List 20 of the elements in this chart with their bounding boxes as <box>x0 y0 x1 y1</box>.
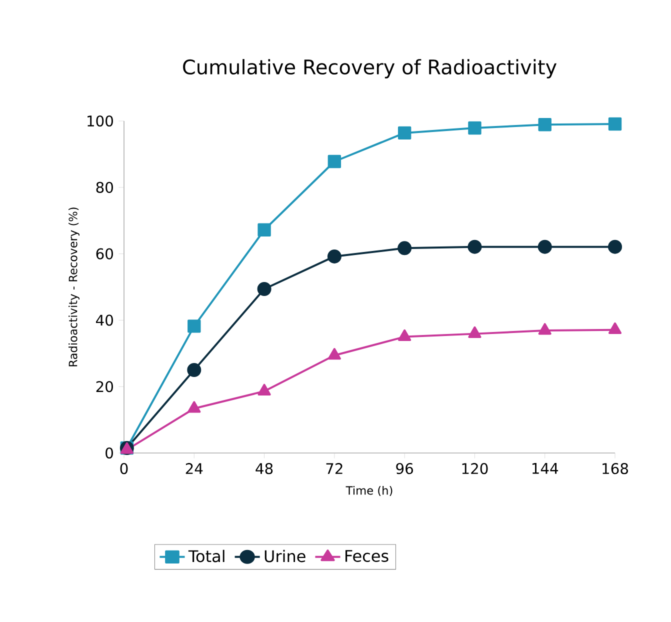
y-tick-label: 80 <box>96 182 113 193</box>
y-tick-label: 20 <box>96 381 113 392</box>
y-tick-label: 40 <box>96 314 113 326</box>
x-tick-label: 48 <box>256 463 273 474</box>
x-tick-label: 24 <box>186 463 203 474</box>
legend-label: Urine <box>264 550 306 562</box>
y-tick-label: 60 <box>96 248 113 260</box>
x-tick-label: 168 <box>602 463 628 474</box>
x-tick-label: 0 <box>120 463 128 474</box>
y-tick-label: 100 <box>88 115 113 127</box>
x-tick-label: 96 <box>396 463 413 474</box>
x-tick-label: 120 <box>462 463 488 474</box>
legend-label: Total <box>188 550 224 562</box>
legend-label: Feces <box>345 550 388 562</box>
x-tick-label: 144 <box>532 463 558 474</box>
chart-title: Cumulative Recovery of Radioactivity <box>183 59 557 78</box>
x-tick-label: 72 <box>326 463 342 474</box>
y-axis-title: Radioactivity - Recovery (%) <box>68 208 80 366</box>
y-tick-label: 0 <box>106 447 113 459</box>
x-axis-title: Time (h) <box>346 486 392 496</box>
